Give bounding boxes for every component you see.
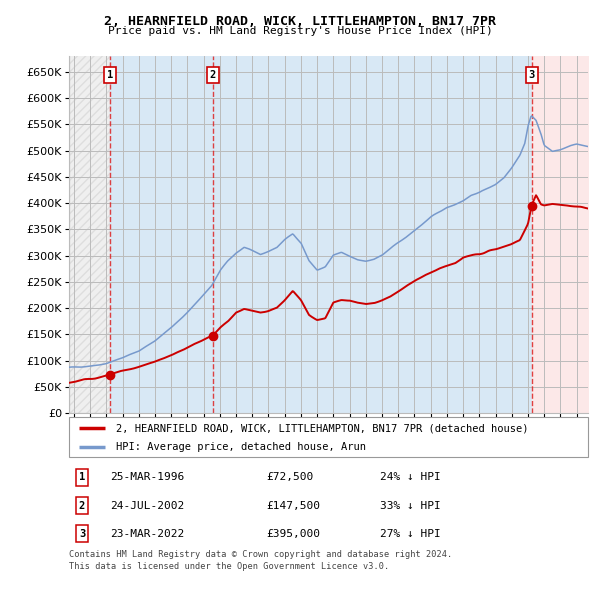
Text: £147,500: £147,500 (266, 500, 320, 510)
Text: 3: 3 (79, 529, 85, 539)
Text: 1: 1 (107, 70, 113, 80)
Text: 2, HEARNFIELD ROAD, WICK, LITTLEHAMPTON, BN17 7PR (detached house): 2, HEARNFIELD ROAD, WICK, LITTLEHAMPTON,… (116, 424, 528, 434)
Text: This data is licensed under the Open Government Licence v3.0.: This data is licensed under the Open Gov… (69, 562, 389, 571)
Text: 2, HEARNFIELD ROAD, WICK, LITTLEHAMPTON, BN17 7PR: 2, HEARNFIELD ROAD, WICK, LITTLEHAMPTON,… (104, 15, 496, 28)
Text: 24% ↓ HPI: 24% ↓ HPI (380, 473, 441, 482)
Text: 3: 3 (529, 70, 535, 80)
Text: 33% ↓ HPI: 33% ↓ HPI (380, 500, 441, 510)
Text: 27% ↓ HPI: 27% ↓ HPI (380, 529, 441, 539)
Text: Contains HM Land Registry data © Crown copyright and database right 2024.: Contains HM Land Registry data © Crown c… (69, 550, 452, 559)
Text: 2: 2 (79, 500, 85, 510)
Text: £72,500: £72,500 (266, 473, 313, 482)
FancyBboxPatch shape (69, 417, 588, 457)
Text: 23-MAR-2022: 23-MAR-2022 (110, 529, 185, 539)
Text: HPI: Average price, detached house, Arun: HPI: Average price, detached house, Arun (116, 442, 366, 452)
Text: 24-JUL-2002: 24-JUL-2002 (110, 500, 185, 510)
Text: £395,000: £395,000 (266, 529, 320, 539)
Text: 1: 1 (79, 473, 85, 482)
Text: 2: 2 (209, 70, 216, 80)
Text: Price paid vs. HM Land Registry's House Price Index (HPI): Price paid vs. HM Land Registry's House … (107, 26, 493, 36)
Text: 25-MAR-1996: 25-MAR-1996 (110, 473, 185, 482)
